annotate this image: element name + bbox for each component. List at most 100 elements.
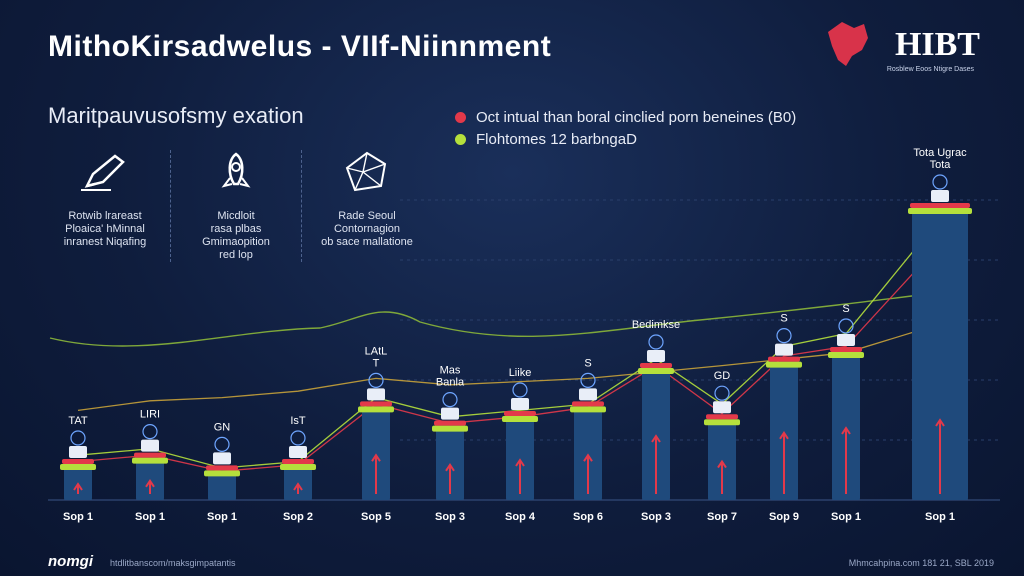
bar-top-green — [766, 361, 802, 368]
globe-icon — [838, 318, 854, 334]
x-tick-label: Sop 5 — [361, 511, 391, 523]
bar-top-red — [910, 203, 970, 208]
device-icon — [367, 388, 385, 401]
bar-top-red — [768, 356, 800, 362]
x-tick-label: Sop 4 — [505, 511, 536, 523]
bar-label: TAT — [68, 415, 87, 427]
logo-text: HIBT — [894, 26, 980, 63]
device-icon — [69, 446, 87, 458]
device-icon — [289, 446, 307, 458]
rocket-icon — [221, 152, 251, 188]
globe-icon — [580, 372, 596, 388]
bar-top-red — [62, 459, 94, 464]
globe-icon — [442, 392, 458, 408]
globe-icon — [214, 436, 230, 452]
globe-icon — [290, 430, 306, 446]
device-icon — [141, 439, 159, 452]
x-tick-label: Sop 1 — [135, 511, 165, 523]
bar-label: S — [584, 357, 591, 369]
polyhedron-icon — [345, 151, 387, 192]
x-tick-label: Sop 3 — [641, 511, 671, 523]
globe-icon — [648, 334, 664, 350]
x-tick-label: Sop 1 — [831, 511, 861, 523]
bar-top-red — [572, 401, 604, 407]
arrow-up-icon — [145, 478, 155, 494]
feature-text: Rotwib lrareast Ploaica' hMinnal inranes… — [63, 210, 147, 248]
bar-top-red — [134, 452, 166, 458]
device-icon — [213, 452, 231, 465]
device-icon — [775, 343, 793, 356]
bar-top-green — [432, 425, 468, 432]
bar-label: IsT — [290, 415, 306, 427]
x-tick-label: Sop 2 — [283, 511, 313, 523]
arrow-up-icon — [651, 434, 661, 494]
arrow-up-icon — [73, 482, 83, 494]
bar-top-red — [830, 347, 862, 352]
feature-text: Micdloit rasa plbas Gmimaopition red lop — [202, 210, 270, 261]
device-icon — [579, 388, 597, 401]
arrow-up-icon — [515, 458, 525, 494]
bar-label: GN — [214, 421, 231, 433]
legend-label-green: Flohtomes 12 barbngaD — [476, 130, 637, 148]
feature-panel: Rotwib lrareast Ploaica' hMinnal inranes… — [40, 150, 432, 262]
arrow-up-icon — [583, 453, 593, 494]
footer-url: htdlitbanscom/maksgimpatantis — [110, 558, 236, 568]
device-icon — [511, 398, 529, 410]
globe-icon — [512, 382, 528, 398]
bar-label: GD — [714, 370, 731, 382]
bar-top-green — [570, 406, 606, 413]
x-tick-label: Sop 6 — [573, 511, 603, 523]
arrow-up-icon — [293, 482, 303, 494]
bar-label: S — [780, 313, 787, 325]
bar-top-red — [640, 363, 672, 368]
x-tick-label: Sop 1 — [207, 511, 237, 523]
globe-icon — [714, 385, 730, 401]
globe-icon — [368, 372, 384, 388]
device-icon — [713, 401, 731, 414]
device-icon — [837, 334, 855, 346]
bar-label: Liike — [509, 367, 532, 379]
bar-top-green — [828, 352, 864, 358]
device-icon — [647, 350, 665, 362]
footer-credit: Mhmcahpina.com 181 21, SBL 2019 — [848, 558, 994, 568]
arrow-up-icon — [371, 453, 381, 494]
logo-subtitle: Rosblew Eoos Ntigre Dases — [886, 66, 974, 73]
globe-icon — [142, 424, 158, 440]
bar-top-green — [638, 368, 674, 374]
bar-top-green — [280, 464, 316, 470]
trend-curve — [49, 289, 961, 347]
globe-icon — [70, 430, 86, 446]
feature-text: Rade Seoul Contornagion ob sace mallatio… — [321, 210, 413, 248]
bar-top-green — [502, 416, 538, 422]
legend-label-red: Oct intual than boral cinclied porn bene… — [476, 108, 797, 126]
arrow-up-icon — [935, 418, 945, 494]
legend-dot-red — [455, 111, 466, 123]
bar-top-red — [504, 411, 536, 416]
arrow-up-icon — [445, 462, 455, 494]
feature-item: Rade Seoul Contornagion ob sace mallatio… — [302, 150, 432, 262]
x-tick-label: Sop 1 — [925, 511, 955, 523]
arrow-up-icon — [779, 430, 789, 494]
bar-top-red — [706, 414, 738, 420]
x-tick-label: Sop 7 — [707, 511, 737, 523]
device-icon — [441, 407, 459, 420]
chart-subtitle: Maritpauvusofsmy exation — [48, 103, 304, 128]
bar-label: S — [842, 303, 849, 315]
bar-label: Tota Ugrac Tota — [913, 147, 967, 171]
bar — [912, 212, 968, 500]
feature-item: Micdloit rasa plbas Gmimaopition red lop — [171, 150, 302, 262]
globe-icon — [932, 174, 948, 190]
bar — [208, 474, 236, 500]
arrow-up-icon — [717, 459, 727, 494]
bar-top-red — [360, 401, 392, 407]
x-tick-label: Sop 9 — [769, 511, 799, 523]
bar-top-green — [704, 419, 740, 426]
legend-dot-green — [455, 133, 466, 145]
x-tick-label: Sop 1 — [63, 511, 93, 523]
globe-icon — [776, 328, 792, 344]
page-title: MithoKirsadwelus - VIIf-Niinnment — [48, 30, 552, 63]
pen-icon — [81, 154, 125, 191]
bar-label: LIRI — [140, 409, 160, 421]
x-tick-label: Sop 3 — [435, 511, 465, 523]
